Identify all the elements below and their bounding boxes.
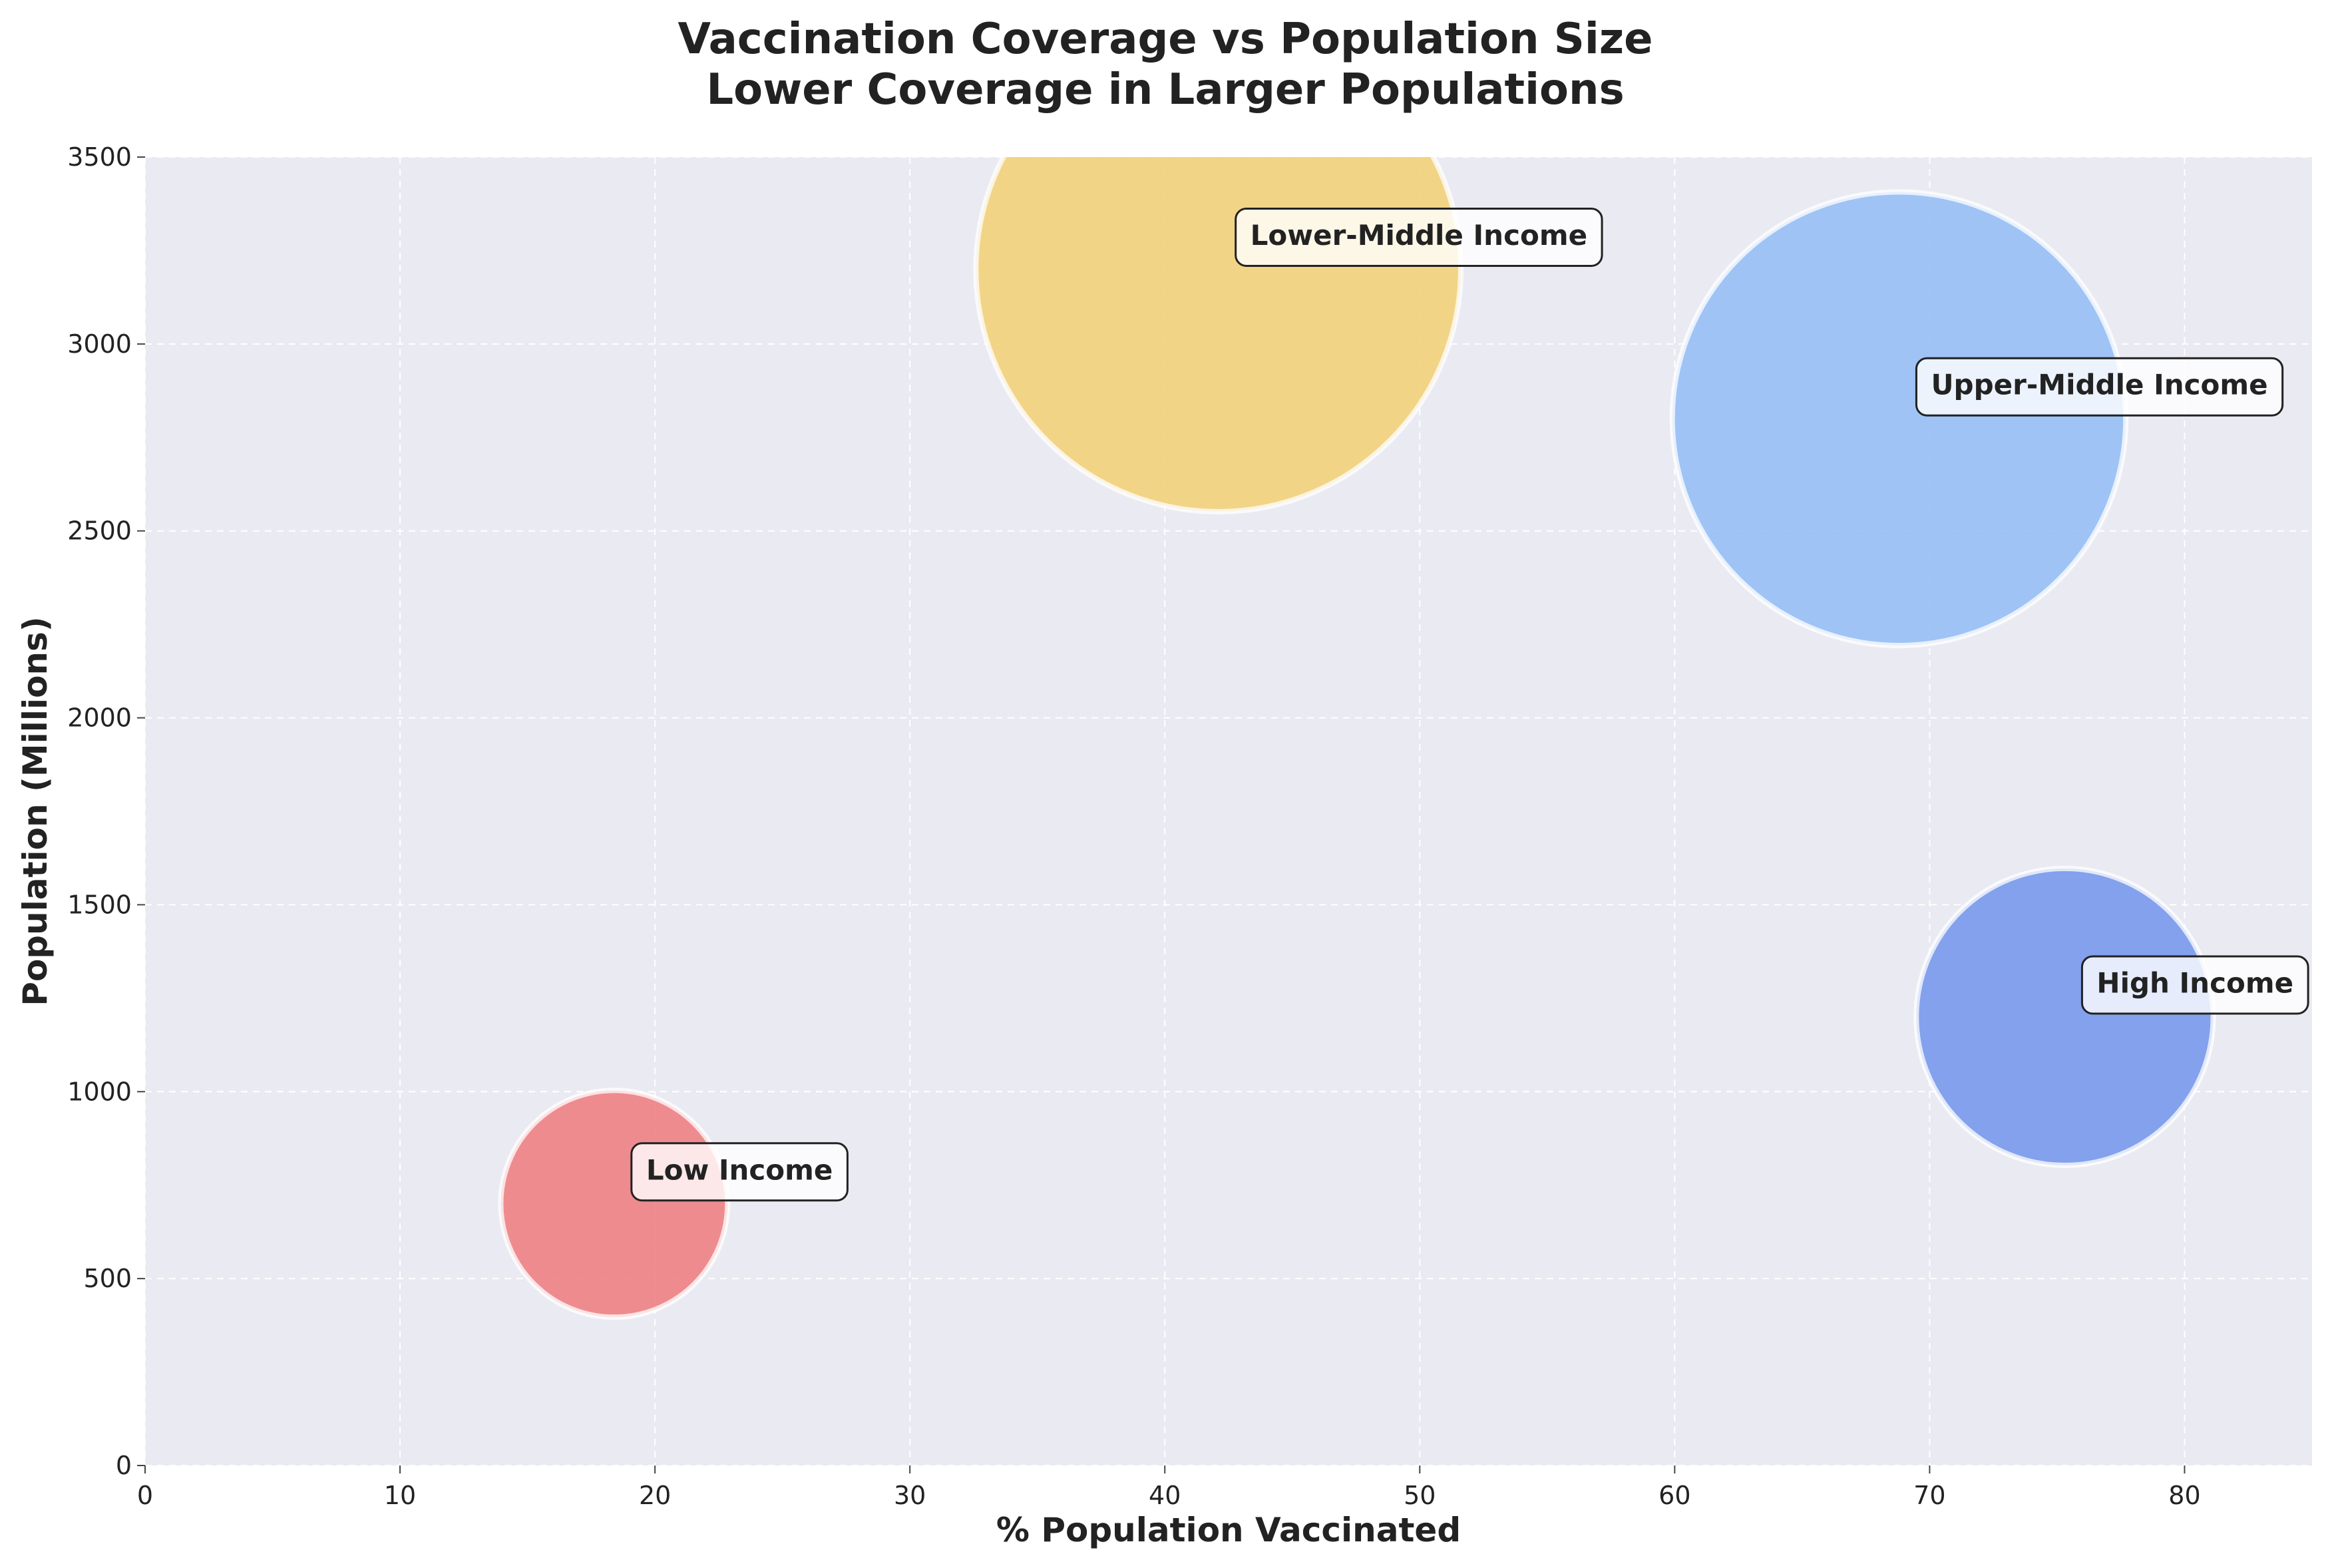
y-tick-label: 2500	[67, 516, 132, 546]
y-tick-label: 1500	[67, 890, 132, 919]
bubble-high-income	[1913, 865, 2216, 1169]
y-tick-label: 0	[116, 1451, 132, 1480]
bubble-label: High Income	[2096, 966, 2293, 999]
x-tick-label: 20	[639, 1481, 671, 1510]
bubble-label: Low Income	[646, 1153, 833, 1186]
x-tick-label: 30	[894, 1481, 926, 1510]
x-tick-label: 50	[1404, 1481, 1436, 1510]
annotation-box	[1235, 208, 1603, 268]
annotations: Low Income Lower-Middle Income Upper-Middl…	[630, 208, 2309, 1202]
annotation-low-income: Low Income	[630, 1142, 849, 1202]
annotation-box	[630, 1142, 849, 1202]
y-tick-label: 2000	[67, 703, 132, 733]
y-tick-label: 3000	[67, 329, 132, 359]
x-axis-label: % Population Vaccinated	[996, 1511, 1461, 1549]
x-tick-label: 40	[1149, 1481, 1181, 1510]
x-tick-label: 70	[1913, 1481, 1945, 1510]
y-tick-label: 3500	[67, 142, 132, 172]
y-axis-ticks: 0 500 1000 1500 2000 2500 3000 3500	[67, 142, 145, 1480]
y-tick-label: 1000	[67, 1077, 132, 1106]
x-tick-label: 80	[2168, 1481, 2200, 1510]
x-axis-ticks: 0 10 20 30 40 50 60 70 80	[137, 1466, 2201, 1510]
chart-title: Vaccination Coverage vs Population Size	[678, 15, 1653, 64]
x-tick-label: 10	[384, 1481, 416, 1510]
x-tick-label: 60	[1658, 1481, 1690, 1510]
bubble-label: Upper-Middle Income	[1931, 369, 2267, 401]
chart-subtitle: Lower Coverage in Larger Populations	[706, 65, 1624, 114]
annotation-high-income: High Income	[2080, 955, 2309, 1015]
y-axis-label: Population (Millions)	[16, 616, 55, 1006]
x-tick-label: 0	[137, 1481, 153, 1510]
bubble-low-income	[498, 1087, 731, 1320]
annotation-box	[2080, 955, 2309, 1015]
annotation-box	[1915, 357, 2284, 417]
y-tick-label: 500	[83, 1264, 132, 1293]
annotation-lower-middle-income: Lower-Middle Income	[1235, 208, 1603, 268]
annotation-upper-middle-income: Upper-Middle Income	[1915, 357, 2284, 417]
bubble-upper-middle-income	[1669, 189, 2129, 648]
bubble-label: Lower-Middle Income	[1251, 219, 1587, 252]
